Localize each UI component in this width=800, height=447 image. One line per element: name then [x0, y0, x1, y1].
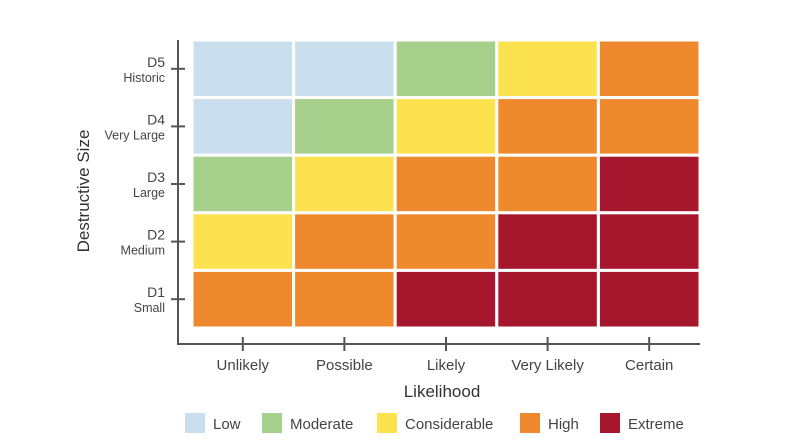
heatmap-cell: [393, 153, 499, 215]
heatmap-cell: [495, 268, 600, 330]
y-tick-code: D5: [147, 54, 165, 70]
heatmap-cell: [292, 38, 397, 100]
x-tick-label: Unlikely: [217, 357, 270, 374]
heatmap-cell: [596, 211, 702, 272]
heatmap-cell: [292, 268, 397, 330]
heatmap-cell: [393, 96, 499, 157]
legend-label: Considerable: [405, 416, 493, 433]
x-tick-label: Possible: [316, 357, 373, 374]
y-axis-title: Destructive Size: [74, 130, 93, 253]
heatmap-cell: [190, 153, 296, 215]
y-tick-name: Large: [133, 186, 165, 200]
legend-label: Moderate: [290, 416, 353, 433]
legend-label: Extreme: [628, 416, 684, 433]
heatmap-cell: [495, 211, 600, 272]
heatmap-cell: [190, 38, 296, 100]
y-tick-name: Small: [134, 301, 165, 315]
legend-swatch: [377, 413, 397, 433]
x-axis-title: Likelihood: [404, 382, 481, 401]
heatmap-cell: [596, 268, 702, 330]
y-tick-name: Very Large: [105, 128, 166, 142]
legend-label: Low: [213, 416, 241, 433]
x-tick-label: Very Likely: [511, 357, 584, 374]
x-tick-label: Certain: [625, 357, 673, 374]
legend-swatch: [520, 413, 540, 433]
heatmap-cell: [495, 153, 600, 215]
legend: Low Moderate Considerable High Extreme: [185, 413, 684, 433]
heatmap-cell: [393, 211, 499, 272]
y-tick-code: D4: [147, 111, 165, 127]
legend-swatch: [262, 413, 282, 433]
x-tick-label: Likely: [427, 357, 466, 374]
heatmap-cell: [190, 268, 296, 330]
legend-swatch: [185, 413, 205, 433]
heatmap-cell: [596, 38, 702, 100]
y-tick-code: D2: [147, 227, 165, 243]
heatmap-cell: [292, 96, 397, 157]
heatmap-cell: [393, 38, 499, 100]
legend-swatch: [600, 413, 620, 433]
heatmap-cell: [596, 153, 702, 215]
heatmap-cell: [292, 153, 397, 215]
heatmap-cell: [495, 38, 600, 100]
heatmap-cells: [190, 38, 702, 330]
heatmap-cell: [190, 211, 296, 272]
heatmap-cell: [190, 96, 296, 157]
heatmap-cell: [292, 211, 397, 272]
y-tick-name: Historic: [123, 71, 165, 85]
heatmap-cell: [495, 96, 600, 157]
y-tick-code: D1: [147, 284, 165, 300]
heatmap-cell: [596, 96, 702, 157]
y-tick-code: D3: [147, 169, 165, 185]
y-tick-name: Medium: [121, 244, 165, 258]
legend-label: High: [548, 416, 579, 433]
heatmap-cell: [393, 268, 499, 330]
